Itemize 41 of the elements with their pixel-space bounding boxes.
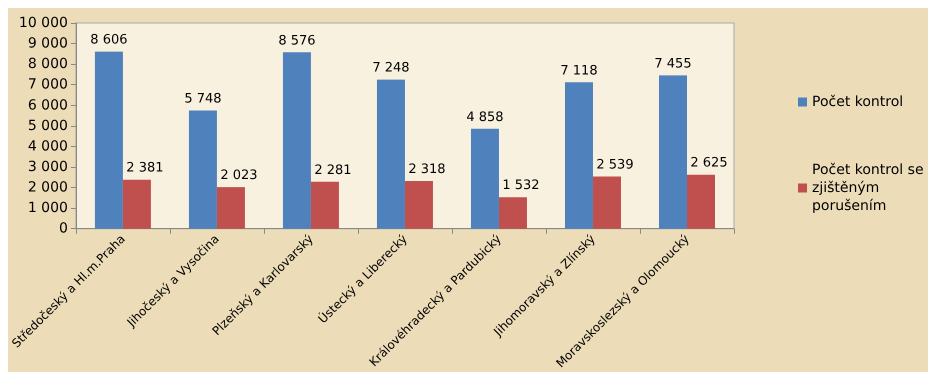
bar [122, 180, 151, 229]
data-label: 2 318 [408, 162, 446, 178]
data-label: 7 455 [654, 56, 692, 72]
data-label: 5 748 [184, 91, 222, 106]
data-label: 1 532 [502, 178, 540, 194]
y-tick-label: 6 000 [28, 97, 68, 114]
y-tick-label: 0 [58, 220, 68, 237]
bar [282, 52, 311, 229]
bar [498, 197, 527, 229]
bar [376, 80, 405, 229]
y-tick-label: 8 000 [28, 56, 68, 72]
bar [592, 176, 621, 229]
y-tick-label: 9 000 [28, 36, 68, 52]
data-label: 2 023 [220, 168, 258, 184]
data-label: 2 381 [126, 160, 164, 176]
y-tick-label: 10 000 [18, 15, 68, 31]
y-tick-label: 1 000 [28, 200, 68, 216]
y-tick-label: 7 000 [28, 76, 68, 93]
bar [94, 52, 123, 229]
bar [216, 187, 245, 229]
bar [188, 110, 217, 229]
data-label: 2 281 [314, 162, 352, 178]
data-label: 2 539 [596, 157, 634, 172]
data-label: 2 625 [690, 156, 728, 171]
data-label: 8 606 [90, 32, 128, 48]
y-tick-label: 3 000 [28, 159, 68, 176]
bar [470, 128, 499, 229]
data-label: 7 248 [372, 60, 410, 76]
y-tick-label: 4 000 [28, 138, 68, 154]
legend-label: Počet kontrol [812, 94, 904, 110]
legend-label: Počet kontrol se zjištěným porušením [812, 162, 928, 214]
bar [564, 82, 593, 229]
data-label: 7 118 [560, 63, 598, 78]
bar [404, 181, 433, 229]
data-label: 8 576 [278, 33, 316, 48]
bar [658, 75, 687, 229]
bar [310, 182, 339, 229]
bar [686, 174, 715, 229]
y-tick-label: 5 000 [28, 118, 68, 134]
data-label: 4 858 [466, 110, 504, 125]
y-tick-label: 2 000 [28, 180, 68, 196]
